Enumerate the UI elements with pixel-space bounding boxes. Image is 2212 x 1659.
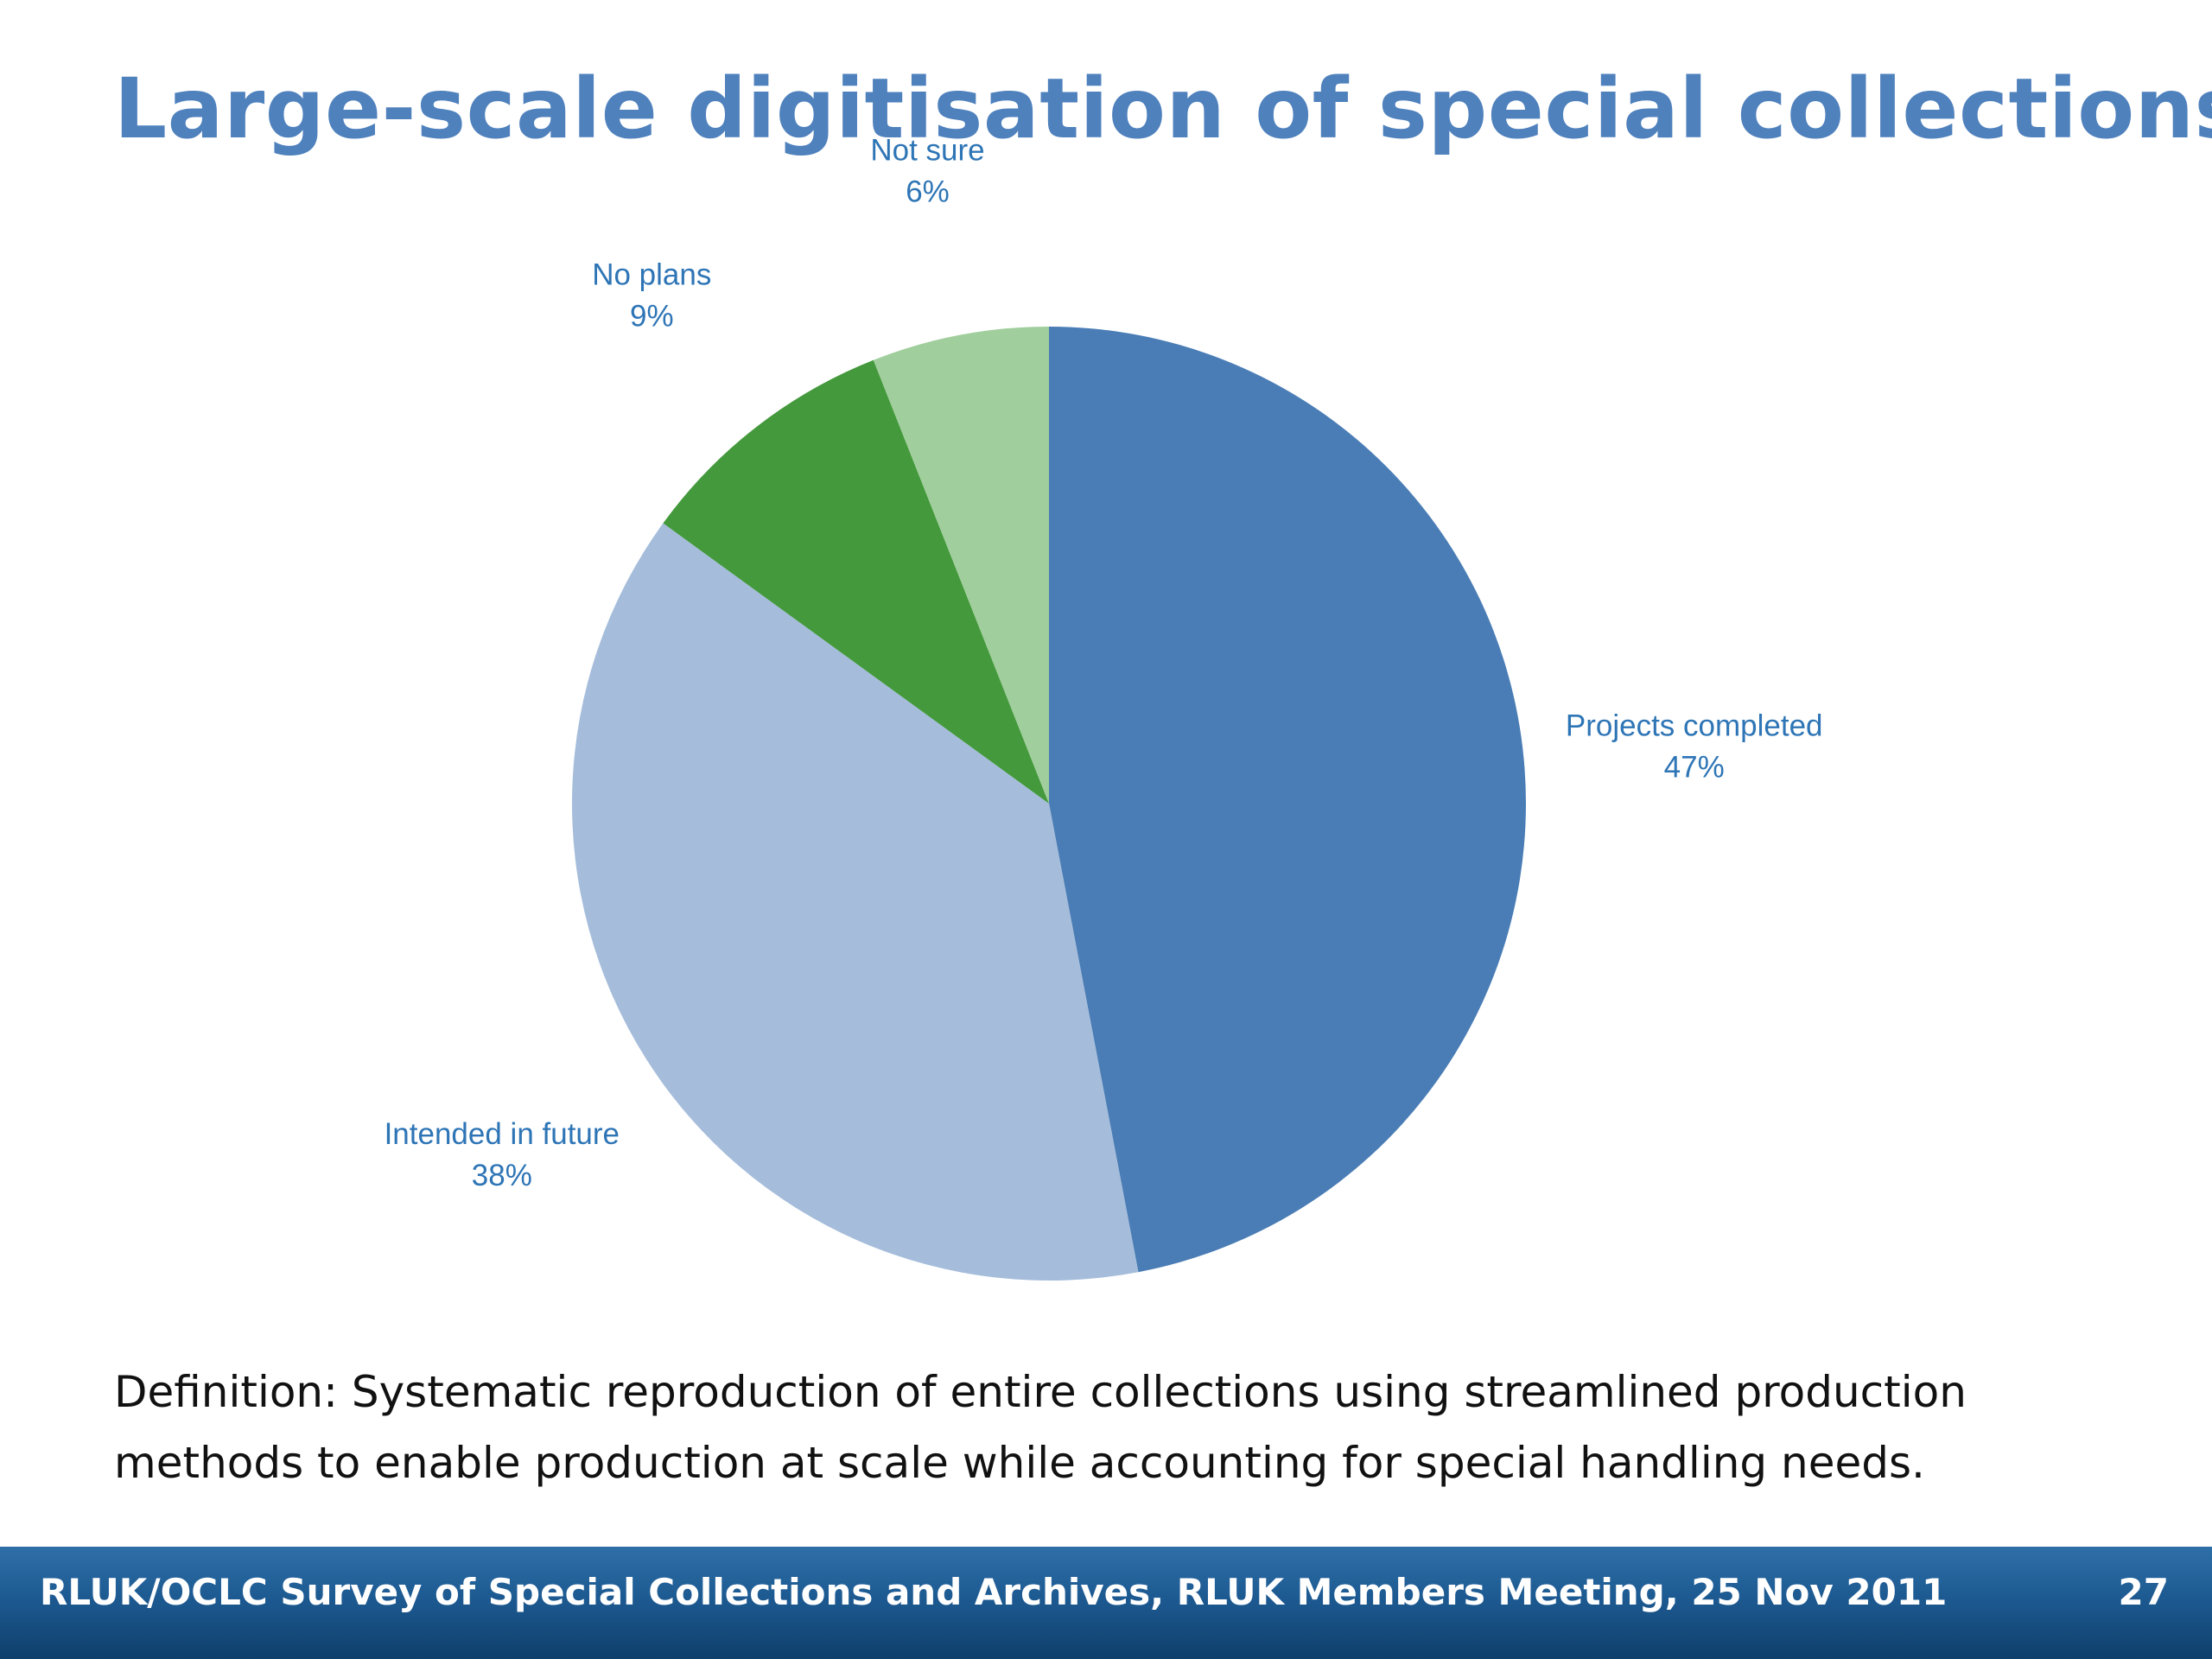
- pie-slice-not-sure: [873, 327, 1049, 804]
- slice-label-value: 9%: [630, 299, 674, 333]
- slide-title: Large-scale digitisation of special coll…: [114, 60, 2212, 157]
- slice-label-name: Projects completed: [1566, 709, 1823, 742]
- slice-label-name: No plans: [592, 257, 711, 291]
- pie-slice-projects-completed: [1049, 327, 1526, 1273]
- footer-bar: [0, 1547, 2212, 1659]
- slice-label-name: Not sure: [870, 133, 984, 167]
- pie-chart-svg: Projects completed 47% Intended in future 3…: [385, 133, 1823, 1281]
- pie-slice-intended-in-future: [571, 523, 1139, 1281]
- slice-label-value: 47%: [1664, 750, 1725, 784]
- slice-label-value: 6%: [906, 175, 950, 208]
- pie-chart: Projects completed 47% Intended in future 3…: [385, 133, 1823, 1281]
- definition-line-2: methods to enable production at scale wh…: [114, 1438, 1925, 1488]
- slice-label-value: 38%: [472, 1159, 532, 1192]
- footer-text: RLUK/OCLC Survey of Special Collections …: [40, 1571, 1948, 1613]
- definition-line-1: Definition: Systematic reproduction of e…: [114, 1367, 1967, 1417]
- definition-text: Definition: Systematic reproduction of e…: [114, 1357, 2101, 1498]
- slice-label-name: Intended in future: [385, 1117, 620, 1151]
- pie-slice-no-plans: [663, 359, 1049, 804]
- page-number: 27: [2118, 1571, 2169, 1613]
